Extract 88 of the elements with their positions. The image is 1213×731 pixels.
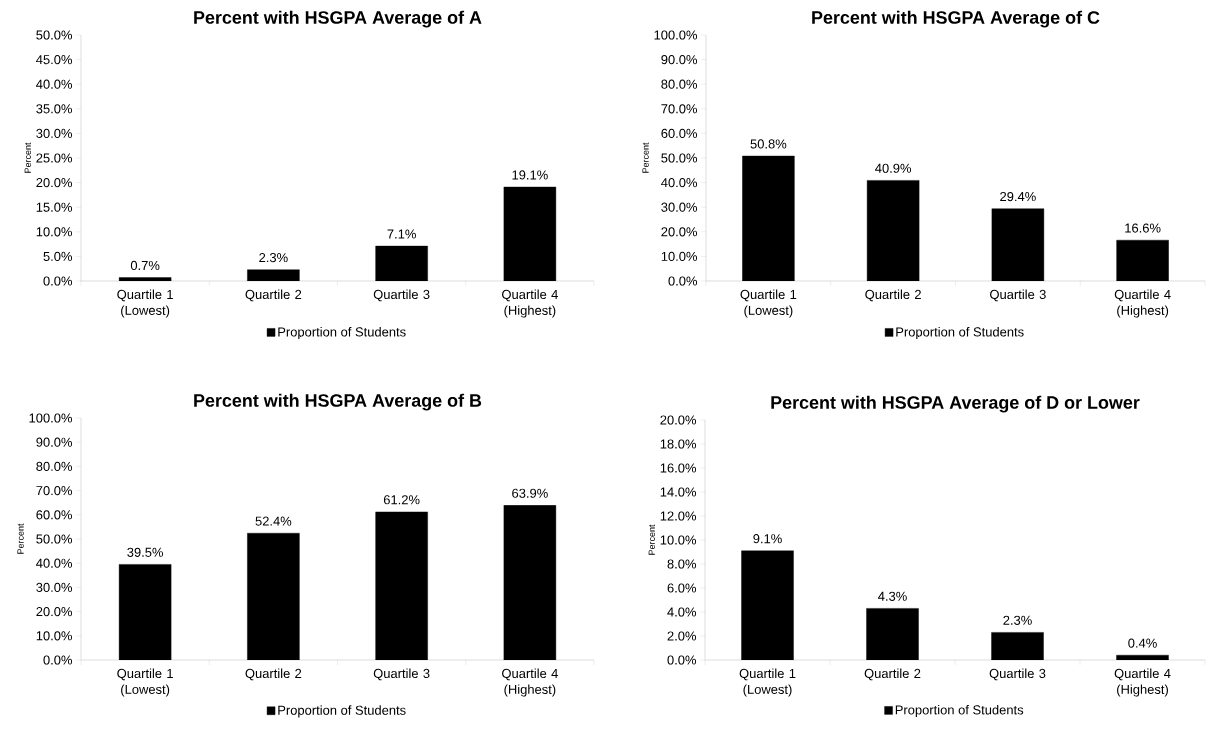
legend-label: Proportion of Students — [895, 704, 1024, 718]
y-tick-label: 20.0% — [660, 415, 697, 425]
data-label: 40.9% — [875, 163, 912, 173]
y-tick-label: 60.0% — [36, 510, 73, 520]
y-tick-label: 80.0% — [36, 461, 73, 471]
y-tick-label: 45.0% — [36, 55, 73, 65]
y-tick-label: 6.0% — [667, 583, 697, 593]
data-label: 19.1% — [512, 170, 548, 180]
y-tick-label: 10.0% — [660, 535, 697, 545]
y-tick-label: 20.0% — [661, 227, 698, 237]
y-tick-label: 90.0% — [661, 55, 698, 65]
y-tick-label: 40.0% — [36, 558, 73, 568]
y-tick-label: 4.0% — [667, 607, 697, 617]
y-tick-label: 0.0% — [43, 655, 73, 665]
x-tick-label: Quartile 1 (Lowest) — [740, 289, 797, 318]
x-tick-label: Quartile 1 (Lowest) — [117, 289, 173, 318]
y-tick-label: 50.0% — [661, 153, 698, 163]
y-tick-label: 10.0% — [36, 631, 73, 641]
legend-label: Proportion of Students — [278, 326, 406, 340]
y-tick-label: 25.0% — [36, 153, 73, 163]
x-tick-label: Quartile 4 (Highest) — [1114, 668, 1171, 697]
y-tick-label: 80.0% — [661, 79, 698, 89]
y-tick-label: 0.0% — [668, 276, 698, 286]
x-tick-label: Quartile 3 — [373, 289, 430, 302]
data-label: 16.6% — [1125, 223, 1161, 233]
chart-title: Percent with HSGPA Average of C — [812, 10, 1100, 28]
y-tick-label: 30.0% — [36, 128, 73, 138]
chart-title: Percent with HSGPA Average of D or Lower — [771, 395, 1140, 413]
y-tick-label: 20.0% — [36, 607, 73, 617]
y-tick-label: 40.0% — [661, 178, 698, 188]
y-tick-label: 10.0% — [36, 227, 73, 237]
data-label: 0.7% — [130, 260, 160, 271]
y-tick-label: 8.0% — [667, 559, 697, 569]
y-tick-label: 30.0% — [36, 582, 73, 592]
data-label: 9.1% — [753, 534, 782, 544]
y-tick-label: 18.0% — [660, 439, 697, 449]
x-tick-label: Quartile 4 (Highest) — [502, 289, 558, 318]
y-tick-label: 2.0% — [667, 631, 697, 641]
y-tick-label: 5.0% — [43, 251, 73, 261]
y-axis-title: Percent — [24, 142, 31, 173]
legend-label: Proportion of Students — [896, 326, 1024, 340]
x-tick-label: Quartile 3 — [990, 289, 1046, 302]
x-tick-label: Quartile 2 — [864, 668, 921, 681]
y-tick-label: 10.0% — [661, 251, 698, 261]
y-axis-title: Percent — [648, 524, 655, 555]
y-tick-label: 50.0% — [36, 30, 73, 40]
x-tick-label: Quartile 4 (Highest) — [502, 668, 558, 697]
y-tick-label: 60.0% — [661, 128, 698, 138]
data-label: 50.8% — [750, 139, 787, 149]
y-tick-label: 35.0% — [36, 104, 73, 114]
data-label: 52.4% — [255, 516, 292, 526]
x-tick-label: Quartile 1 (Lowest) — [739, 668, 796, 697]
y-tick-label: 12.0% — [660, 511, 697, 521]
x-tick-label: Quartile 4 (Highest) — [1114, 289, 1171, 318]
x-tick-label: Quartile 2 — [245, 668, 302, 681]
data-label: 2.3% — [1003, 615, 1032, 625]
y-tick-label: 0.0% — [667, 655, 697, 665]
y-tick-label: 70.0% — [661, 104, 698, 114]
y-tick-label: 20.0% — [36, 178, 73, 188]
x-tick-label: Quartile 1 (Lowest) — [117, 668, 173, 697]
data-label: 39.5% — [127, 547, 164, 557]
y-tick-label: 90.0% — [36, 437, 73, 447]
chart-title: Percent with HSGPA Average of B — [194, 393, 482, 411]
x-tick-label: Quartile 3 — [989, 668, 1046, 681]
y-tick-label: 50.0% — [36, 534, 73, 544]
y-tick-label: 100.0% — [29, 413, 73, 423]
y-axis-title: Percent — [642, 142, 649, 173]
y-tick-label: 16.0% — [660, 463, 697, 473]
x-tick-label: Quartile 2 — [865, 289, 921, 302]
y-tick-label: 15.0% — [36, 202, 73, 212]
data-label: 2.3% — [259, 252, 288, 263]
y-tick-label: 14.0% — [660, 487, 697, 497]
data-label: 63.9% — [512, 488, 548, 498]
data-label: 7.1% — [387, 229, 416, 239]
y-tick-label: 40.0% — [36, 79, 73, 89]
y-tick-label: 30.0% — [661, 202, 698, 212]
data-label: 4.3% — [878, 591, 907, 601]
x-tick-label: Quartile 2 — [245, 289, 302, 302]
y-axis-title: Percent — [17, 523, 24, 554]
x-tick-label: Quartile 3 — [373, 668, 430, 681]
data-label: 29.4% — [1000, 191, 1036, 202]
y-tick-label: 0.0% — [43, 276, 73, 286]
data-label: 61.2% — [383, 495, 420, 505]
chart-title: Percent with HSGPA Average of A — [194, 10, 482, 28]
legend-label: Proportion of Students — [278, 705, 406, 718]
y-tick-label: 70.0% — [36, 486, 73, 496]
data-label: 0.4% — [1128, 638, 1157, 648]
y-tick-label: 100.0% — [654, 30, 698, 40]
